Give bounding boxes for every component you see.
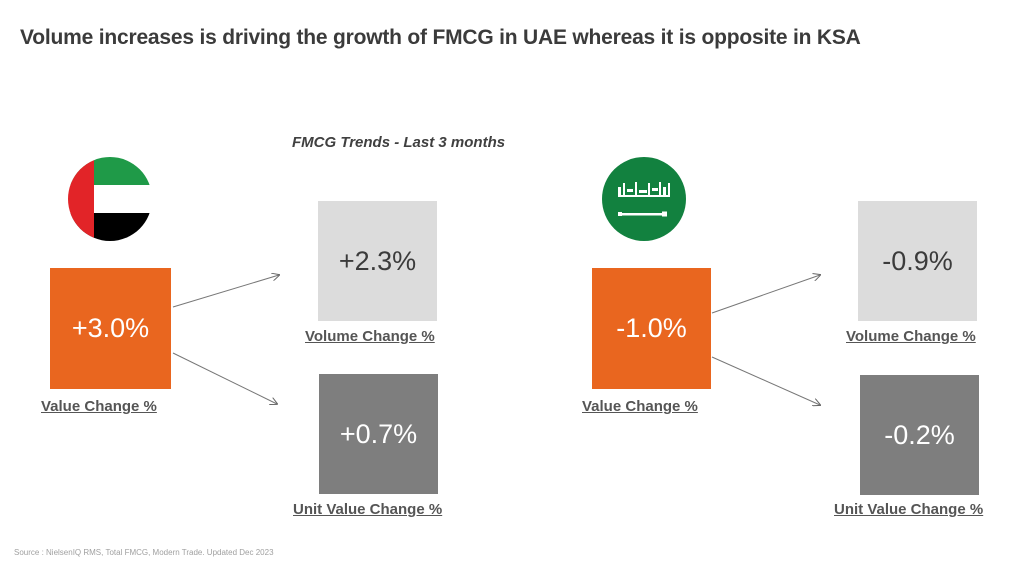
ksa-volume-change-label: Volume Change %: [846, 328, 976, 345]
source-note: Source : NielsenIQ RMS, Total FMCG, Mode…: [14, 548, 274, 557]
uae-arrow-to-volume: [172, 275, 279, 308]
ksa-arrow-to-unit-value: [711, 356, 820, 405]
uae-unit-value-change-label: Unit Value Change %: [293, 501, 443, 518]
uae-value-change-label: Value Change %: [41, 398, 157, 415]
uae-unit-value-change-box: +0.7%: [319, 374, 438, 494]
ksa-value-change: -1.0%: [616, 313, 687, 343]
saudi-flag-icon: [602, 157, 686, 241]
uae-unit-value-change: +0.7%: [339, 418, 418, 449]
uae-volume-change: +2.3%: [338, 245, 417, 276]
ksa-volume-change: -0.9%: [882, 245, 953, 276]
ksa-unit-value-change-box: -0.2%: [860, 375, 979, 495]
uae-arrow-to-unit-value: [172, 352, 277, 404]
ksa-arrow-to-volume: [711, 275, 820, 314]
ksa-value-change-box: -1.0%: [592, 268, 711, 389]
ksa-volume-change-box: -0.9%: [858, 201, 977, 321]
uae-volume-change-label: Volume Change %: [305, 328, 435, 345]
uae-value-change-box: +3.0%: [50, 268, 171, 389]
ksa-unit-value-change: -0.2%: [884, 419, 955, 450]
ksa-unit-value-change-label: Unit Value Change %: [834, 501, 984, 518]
uae-value-change: +3.0%: [71, 313, 150, 343]
uae-flag-icon: [68, 157, 152, 241]
ksa-value-change-label: Value Change %: [582, 398, 698, 415]
chart-subtitle: FMCG Trends - Last 3 months: [292, 134, 506, 151]
page-title: Volume increases is driving the growth o…: [20, 26, 861, 49]
uae-volume-change-box: +2.3%: [318, 201, 437, 321]
